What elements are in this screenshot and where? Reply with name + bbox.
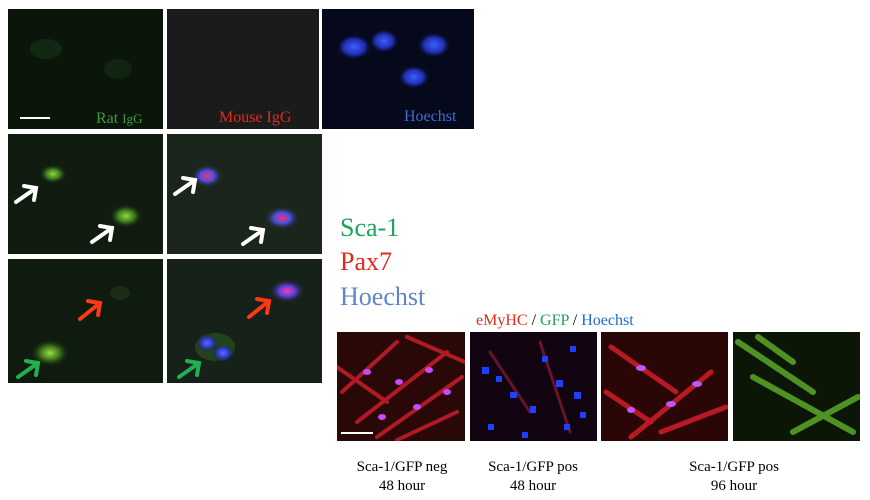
stain-gfp: GFP bbox=[540, 312, 569, 329]
caption-gfp-pos-48h: Sca-1/GFP pos 48 hour bbox=[463, 458, 603, 496]
gfp-pos-96h-green-image bbox=[733, 332, 860, 441]
caption-gfp-neg-48h: Sca-1/GFP neg 48 hour bbox=[332, 458, 472, 496]
rat-igg-text: Rat bbox=[96, 110, 123, 127]
gfp-pos-96h-red-image bbox=[601, 332, 728, 441]
legend-pax7: Pax7 bbox=[340, 247, 392, 276]
gfp-neg-48h-image bbox=[337, 332, 465, 441]
caption-line-1: Sca-1/GFP pos bbox=[689, 459, 779, 475]
panel-merge-bottom bbox=[167, 259, 322, 383]
white-arrow-icon bbox=[90, 224, 115, 244]
sca1-mid-image bbox=[8, 134, 163, 254]
sca1-bottom-image bbox=[8, 259, 163, 383]
panel-merge-mid bbox=[167, 134, 322, 254]
hoechst-image bbox=[322, 9, 474, 129]
rat-igg-label: Rat IgG bbox=[96, 111, 142, 127]
stain-header: eMyHC / GFP / Hoechst bbox=[476, 313, 634, 329]
caption-gfp-pos-96h: Sca-1/GFP pos 96 hour bbox=[664, 458, 804, 496]
stain-sep-2: / bbox=[568, 312, 582, 329]
panel-gfp-neg-48h bbox=[337, 332, 465, 441]
panel-gfp-pos-48h bbox=[470, 332, 597, 441]
rat-igg-image bbox=[8, 9, 163, 129]
white-arrow-icon bbox=[14, 184, 39, 204]
panel-hoechst: Hoechst bbox=[322, 9, 474, 129]
white-arrow-icon bbox=[241, 226, 266, 246]
panel-gfp-pos-96h-green bbox=[733, 332, 860, 441]
panel-mouse-igg: Mouse IgG bbox=[167, 9, 319, 129]
caption-line-2: 48 hour bbox=[509, 478, 557, 494]
panel-rat-igg: Rat IgG bbox=[8, 9, 163, 129]
legend-sca1: Sca-1 bbox=[340, 213, 400, 242]
panel-sca1-mid bbox=[8, 134, 163, 254]
caption-line-2: 96 hour bbox=[710, 478, 758, 494]
stain-hoechst: Hoechst bbox=[581, 312, 634, 329]
legend-hoechst: Hoechst bbox=[340, 282, 426, 311]
green-arrow-icon bbox=[16, 359, 41, 379]
rat-igg-text-small: IgG bbox=[122, 111, 143, 126]
caption-line-1: Sca-1/GFP pos bbox=[488, 459, 578, 475]
red-arrow-icon bbox=[78, 299, 103, 321]
stain-emyhc: eMyHC bbox=[476, 312, 528, 329]
merge-bottom-image bbox=[167, 259, 322, 383]
mouse-igg-label: Mouse IgG bbox=[219, 109, 292, 126]
gfp-pos-48h-image bbox=[470, 332, 597, 441]
stain-sep-1: / bbox=[527, 312, 541, 329]
caption-line-2: 48 hour bbox=[378, 478, 426, 494]
mouse-igg-image bbox=[167, 9, 319, 129]
panel-sca1-bottom bbox=[8, 259, 163, 383]
panel-gfp-pos-96h-red bbox=[601, 332, 728, 441]
merge-mid-image bbox=[167, 134, 322, 254]
green-arrow-icon bbox=[177, 359, 202, 379]
red-arrow-icon bbox=[247, 297, 272, 319]
caption-line-1: Sca-1/GFP neg bbox=[356, 459, 448, 475]
hoechst-label: Hoechst bbox=[404, 108, 457, 125]
white-arrow-icon bbox=[173, 176, 198, 196]
